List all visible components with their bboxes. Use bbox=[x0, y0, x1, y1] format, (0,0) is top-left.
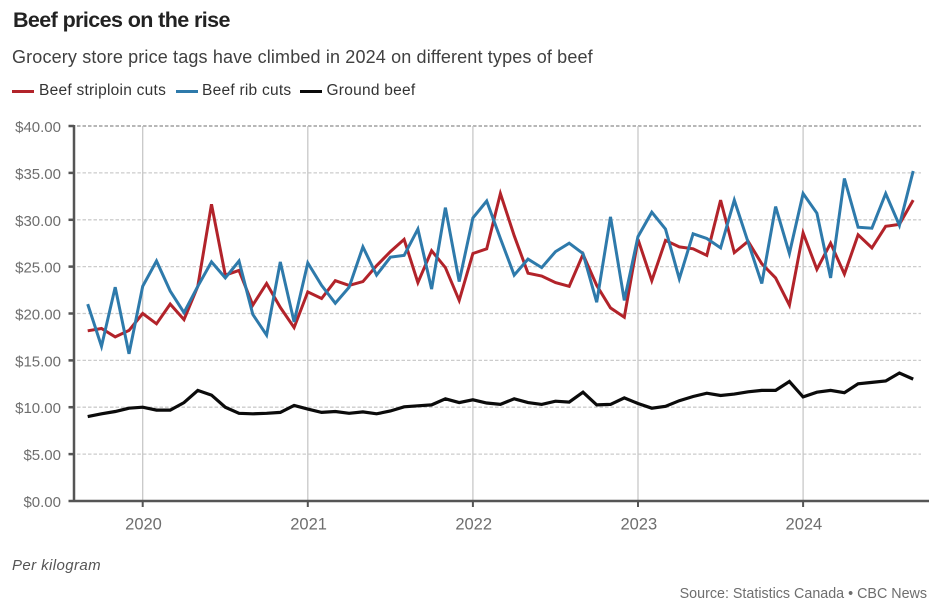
svg-text:$35.00: $35.00 bbox=[15, 166, 61, 183]
svg-text:$25.00: $25.00 bbox=[15, 260, 61, 277]
svg-text:$20.00: $20.00 bbox=[15, 307, 61, 324]
svg-text:$10.00: $10.00 bbox=[15, 400, 61, 417]
svg-text:2021: 2021 bbox=[290, 516, 327, 534]
svg-text:$30.00: $30.00 bbox=[15, 213, 61, 230]
svg-text:$5.00: $5.00 bbox=[23, 447, 61, 464]
svg-text:2022: 2022 bbox=[455, 516, 492, 534]
svg-text:$0.00: $0.00 bbox=[23, 494, 61, 511]
svg-text:2024: 2024 bbox=[786, 516, 823, 534]
svg-text:$40.00: $40.00 bbox=[15, 119, 61, 136]
svg-text:2020: 2020 bbox=[125, 516, 162, 534]
svg-text:$15.00: $15.00 bbox=[15, 353, 61, 370]
svg-text:2023: 2023 bbox=[620, 516, 657, 534]
